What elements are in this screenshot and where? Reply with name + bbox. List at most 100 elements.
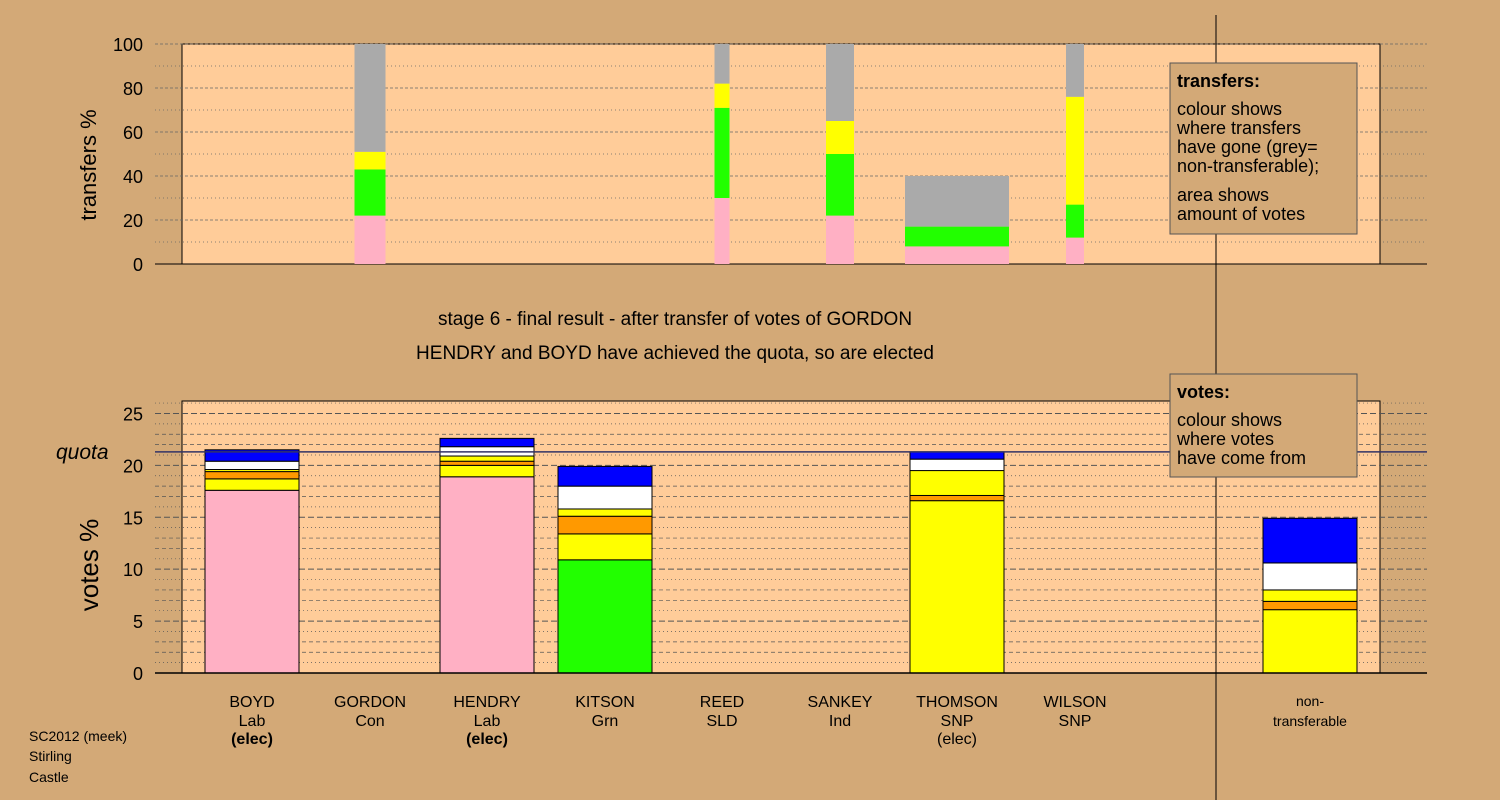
transfer-segment-nontransferable bbox=[354, 44, 386, 152]
transfers-legend-heading: transfers: bbox=[1177, 71, 1260, 91]
candidate-party: Lab bbox=[474, 713, 501, 730]
transfer-segment-nontransferable bbox=[714, 44, 730, 84]
footer: SC2012 (meek) Stirling Castle bbox=[29, 728, 127, 785]
vote-segment-snp bbox=[1262, 609, 1358, 674]
y-tick-label: 20 bbox=[123, 456, 143, 476]
candidate-party: Ind bbox=[829, 713, 851, 730]
transfer-segment-grn bbox=[905, 226, 1009, 247]
transfer-segment-lab bbox=[354, 215, 386, 264]
candidate-name: GORDON bbox=[334, 694, 406, 711]
transfer-segment-snp bbox=[826, 121, 854, 154]
transfers-legend: transfers: colour shows where transfers … bbox=[1169, 62, 1358, 235]
transfer-segment-nontransferable bbox=[826, 44, 854, 121]
vote-segment-lab bbox=[439, 476, 535, 674]
y-tick-label: 80 bbox=[123, 79, 143, 99]
vote-segment-snp bbox=[557, 508, 653, 517]
y-tick-label: 20 bbox=[123, 211, 143, 231]
candidate-labels: BOYDLab(elec)GORDONConHENDRYLab(elec)KIT… bbox=[229, 693, 1347, 748]
vote-segment-sld bbox=[204, 471, 300, 480]
vote-segment-con bbox=[1262, 517, 1358, 564]
y-tick-label: 25 bbox=[123, 404, 143, 424]
votes-legend-line: have come from bbox=[1177, 448, 1306, 468]
vote-segment-snp bbox=[1262, 589, 1358, 602]
transfers-legend-line: non-transferable); bbox=[1177, 156, 1319, 176]
vote-segment-ind bbox=[204, 460, 300, 471]
nontransferable-label: transferable bbox=[1273, 713, 1347, 729]
transfers-legend-line: where transfers bbox=[1176, 118, 1301, 138]
candidate-party: SLD bbox=[706, 713, 737, 730]
candidate-name: BOYD bbox=[229, 694, 274, 711]
vote-segment-con bbox=[204, 449, 300, 462]
quota-label: quota bbox=[56, 441, 109, 464]
vote-segment-sld bbox=[439, 460, 535, 466]
candidate-party: SNP bbox=[1059, 713, 1092, 730]
vote-segment-sld bbox=[1262, 600, 1358, 611]
vote-segment-snp bbox=[439, 455, 535, 462]
candidate-elected-note: (elec) bbox=[466, 731, 508, 748]
vote-segment-sld bbox=[557, 515, 653, 535]
vote-segment-con bbox=[439, 437, 535, 448]
vote-segment-snp bbox=[204, 478, 300, 491]
transfer-segment-nontransferable bbox=[1066, 44, 1084, 97]
transfer-segment-grn bbox=[1066, 204, 1084, 238]
stage-title: stage 6 - final result - after transfer … bbox=[438, 309, 912, 330]
y-tick-label: 15 bbox=[123, 508, 143, 528]
vote-segment-ind bbox=[1262, 562, 1358, 591]
transfer-segment-lab bbox=[1066, 237, 1084, 264]
transfer-segment-grn bbox=[826, 154, 854, 216]
votes-legend-line: colour shows bbox=[1177, 410, 1282, 430]
candidate-name: REED bbox=[700, 694, 744, 711]
transfers-legend-line: colour shows bbox=[1177, 99, 1282, 119]
result-title: HENDRY and BOYD have achieved the quota,… bbox=[416, 343, 934, 364]
votes-legend: votes: colour shows where votes have com… bbox=[1169, 373, 1358, 478]
y-tick-label: 40 bbox=[123, 167, 143, 187]
votes-y-ticks: 0 5 10 15 20 25 bbox=[123, 404, 143, 684]
vote-segment-ind bbox=[557, 485, 653, 510]
transfers-y-ticks: 0 20 40 60 80 100 bbox=[113, 35, 143, 275]
vote-segment-con bbox=[909, 451, 1005, 460]
candidate-name: WILSON bbox=[1043, 694, 1106, 711]
vote-segment-snp bbox=[909, 500, 1005, 674]
vote-segment-snp bbox=[909, 470, 1005, 496]
votes-legend-box bbox=[1169, 373, 1358, 478]
transfers-bars bbox=[354, 44, 1084, 264]
transfers-y-axis-label: transfers % bbox=[76, 109, 101, 220]
vote-segment-ind bbox=[909, 458, 1005, 472]
votes-legend-line: where votes bbox=[1176, 429, 1274, 449]
y-tick-label: 0 bbox=[133, 255, 143, 275]
transfer-segment-grn bbox=[354, 169, 386, 216]
candidate-elected-note: (elec) bbox=[937, 731, 977, 748]
y-tick-label: 0 bbox=[133, 664, 143, 684]
y-tick-label: 5 bbox=[133, 612, 143, 632]
transfers-legend-line: amount of votes bbox=[1177, 204, 1305, 224]
y-tick-label: 100 bbox=[113, 35, 143, 55]
candidate-name: HENDRY bbox=[453, 694, 521, 711]
transfer-segment-snp bbox=[714, 83, 730, 108]
transfer-segment-snp bbox=[1066, 96, 1084, 205]
transfer-segment-grn bbox=[714, 107, 730, 198]
vote-segment-sld bbox=[909, 494, 1005, 502]
votes-bars bbox=[204, 437, 1358, 674]
vote-segment-con bbox=[557, 465, 653, 487]
votes-legend-heading: votes: bbox=[1177, 382, 1230, 402]
candidate-party: SNP bbox=[941, 713, 974, 730]
candidate-name: SANKEY bbox=[808, 694, 873, 711]
candidate-party: Grn bbox=[592, 713, 619, 730]
transfers-legend-line: have gone (grey= bbox=[1177, 137, 1318, 157]
footer-line: Castle bbox=[29, 769, 69, 785]
transfer-segment-lab bbox=[826, 215, 854, 264]
candidate-name: KITSON bbox=[575, 694, 635, 711]
y-tick-label: 10 bbox=[123, 560, 143, 580]
candidate-party: Con bbox=[355, 713, 384, 730]
vote-segment-snp bbox=[439, 464, 535, 478]
y-tick-label: 60 bbox=[123, 123, 143, 143]
transfer-segment-lab bbox=[905, 246, 1009, 264]
transfers-legend-box bbox=[1169, 62, 1358, 235]
candidate-name: THOMSON bbox=[916, 694, 998, 711]
nontransferable-label: non- bbox=[1296, 693, 1324, 709]
vote-segment-grn bbox=[557, 559, 653, 674]
footer-line: SC2012 (meek) bbox=[29, 728, 127, 744]
candidate-party: Lab bbox=[239, 713, 266, 730]
votes-grid bbox=[155, 402, 1427, 663]
